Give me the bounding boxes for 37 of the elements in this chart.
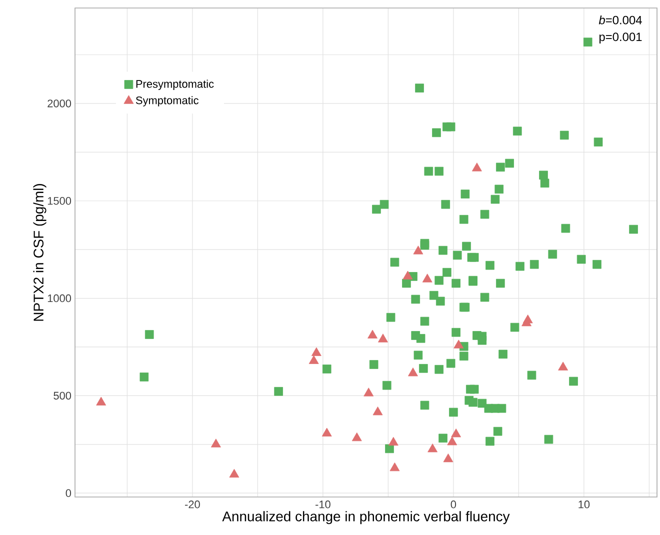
point: [308, 355, 319, 364]
point: [372, 406, 383, 416]
point: [322, 428, 332, 436]
point: [443, 454, 454, 462]
y-tick-label: 500: [54, 392, 72, 400]
y-tick-label: 0: [66, 489, 72, 497]
point: [352, 432, 362, 442]
point: [451, 428, 462, 438]
point: [364, 388, 374, 396]
legend-label: Symptomatic: [136, 96, 199, 106]
point: [428, 444, 438, 452]
x-tick-label: 10: [578, 500, 590, 508]
y-tick-label: 1500: [48, 197, 72, 205]
point: [408, 368, 418, 376]
y-tick-label: 1000: [48, 294, 72, 302]
x-tick-label: 0: [450, 500, 456, 508]
point: [472, 162, 482, 172]
annotation: b=0.004: [598, 16, 642, 24]
y-axis-title: NPTX2 in CSF (pg/ml): [33, 184, 46, 321]
point: [96, 396, 106, 406]
x-tick-label: -10: [316, 500, 330, 508]
point: [311, 347, 322, 356]
legend-label: Presymptomatic: [136, 80, 214, 90]
point: [390, 462, 400, 472]
point: [210, 438, 221, 448]
point: [229, 468, 240, 478]
x-axis-title: Annualized change in phonemic verbal fluency: [222, 511, 510, 524]
point: [378, 334, 388, 342]
y-tick-label: 2000: [48, 100, 72, 108]
point: [558, 362, 568, 370]
point: [447, 436, 458, 446]
x-tick-label: -20: [185, 500, 200, 508]
point: [368, 330, 378, 338]
point: [388, 436, 398, 446]
point: [422, 274, 432, 282]
point: [413, 246, 424, 254]
annotation: p=0.001: [599, 32, 642, 44]
